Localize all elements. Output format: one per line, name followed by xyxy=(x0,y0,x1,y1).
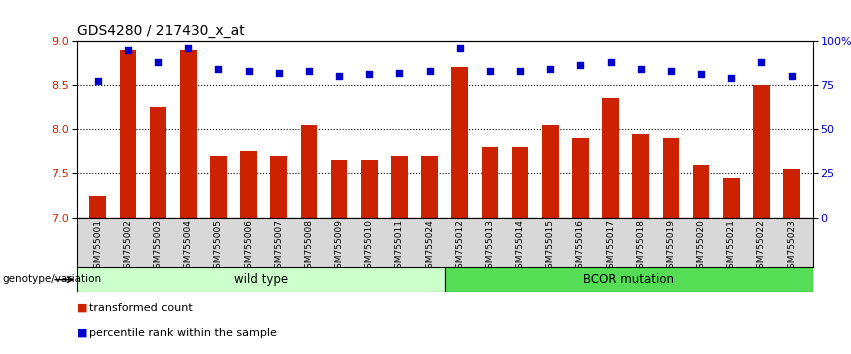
Bar xyxy=(444,267,813,292)
Text: GSM755008: GSM755008 xyxy=(305,219,313,274)
Bar xyxy=(77,267,444,292)
Point xyxy=(513,68,527,74)
Text: GSM755021: GSM755021 xyxy=(727,219,736,274)
Text: GSM755002: GSM755002 xyxy=(123,219,133,274)
Point xyxy=(151,59,165,65)
Bar xyxy=(693,165,710,218)
Text: genotype/variation: genotype/variation xyxy=(3,274,101,284)
Text: GSM755018: GSM755018 xyxy=(637,219,645,274)
Point xyxy=(423,68,437,74)
Bar xyxy=(150,107,166,218)
Bar xyxy=(120,50,136,218)
Text: GSM755013: GSM755013 xyxy=(485,219,494,274)
Point xyxy=(664,68,677,74)
Bar xyxy=(482,147,498,218)
Text: GSM755010: GSM755010 xyxy=(365,219,374,274)
Point xyxy=(272,70,286,75)
Point xyxy=(544,66,557,72)
Text: GSM755017: GSM755017 xyxy=(606,219,615,274)
Text: GSM755012: GSM755012 xyxy=(455,219,465,274)
Bar xyxy=(753,85,769,218)
Bar xyxy=(331,160,347,218)
Bar xyxy=(723,178,740,218)
Point xyxy=(332,73,346,79)
Point xyxy=(242,68,255,74)
Text: BCOR mutation: BCOR mutation xyxy=(583,273,674,286)
Text: GSM755024: GSM755024 xyxy=(425,219,434,274)
Bar xyxy=(210,156,226,218)
Text: GSM755005: GSM755005 xyxy=(214,219,223,274)
Point xyxy=(694,72,708,77)
Bar xyxy=(271,156,287,218)
Text: GSM755019: GSM755019 xyxy=(666,219,676,274)
Bar xyxy=(391,156,408,218)
Bar xyxy=(542,125,558,218)
Text: percentile rank within the sample: percentile rank within the sample xyxy=(89,328,277,338)
Bar xyxy=(511,147,528,218)
Bar xyxy=(89,196,106,218)
Bar xyxy=(180,50,197,218)
Point xyxy=(91,79,105,84)
Bar xyxy=(451,67,468,218)
Point xyxy=(453,45,466,51)
Text: GSM755015: GSM755015 xyxy=(545,219,555,274)
Point xyxy=(302,68,316,74)
Text: GSM755011: GSM755011 xyxy=(395,219,404,274)
Bar xyxy=(572,138,589,218)
Text: GSM755016: GSM755016 xyxy=(576,219,585,274)
Bar xyxy=(421,156,438,218)
Point xyxy=(574,63,587,68)
Bar xyxy=(632,133,649,218)
Text: GSM755003: GSM755003 xyxy=(153,219,163,274)
Bar xyxy=(240,152,257,218)
Point xyxy=(181,45,195,51)
Text: GSM755001: GSM755001 xyxy=(94,219,102,274)
Text: wild type: wild type xyxy=(233,273,288,286)
Point xyxy=(483,68,497,74)
Point xyxy=(603,59,617,65)
Bar xyxy=(783,169,800,218)
Point xyxy=(121,47,134,52)
Text: GSM755007: GSM755007 xyxy=(274,219,283,274)
Text: transformed count: transformed count xyxy=(89,303,193,313)
Point xyxy=(363,72,376,77)
Bar xyxy=(300,125,317,218)
Point xyxy=(785,73,798,79)
Text: GSM755023: GSM755023 xyxy=(787,219,796,274)
Text: GSM755020: GSM755020 xyxy=(697,219,705,274)
Text: GSM755006: GSM755006 xyxy=(244,219,253,274)
Point xyxy=(212,66,226,72)
Text: GSM755009: GSM755009 xyxy=(334,219,344,274)
Text: GSM755022: GSM755022 xyxy=(757,219,766,274)
Point xyxy=(634,66,648,72)
Point xyxy=(755,59,768,65)
Text: GSM755004: GSM755004 xyxy=(184,219,192,274)
Text: ■: ■ xyxy=(77,303,87,313)
Bar xyxy=(663,138,679,218)
Text: ■: ■ xyxy=(77,328,87,338)
Point xyxy=(392,70,406,75)
Bar xyxy=(603,98,619,218)
Text: GDS4280 / 217430_x_at: GDS4280 / 217430_x_at xyxy=(77,24,244,38)
Text: GSM755014: GSM755014 xyxy=(516,219,524,274)
Bar xyxy=(361,160,378,218)
Point xyxy=(724,75,738,81)
